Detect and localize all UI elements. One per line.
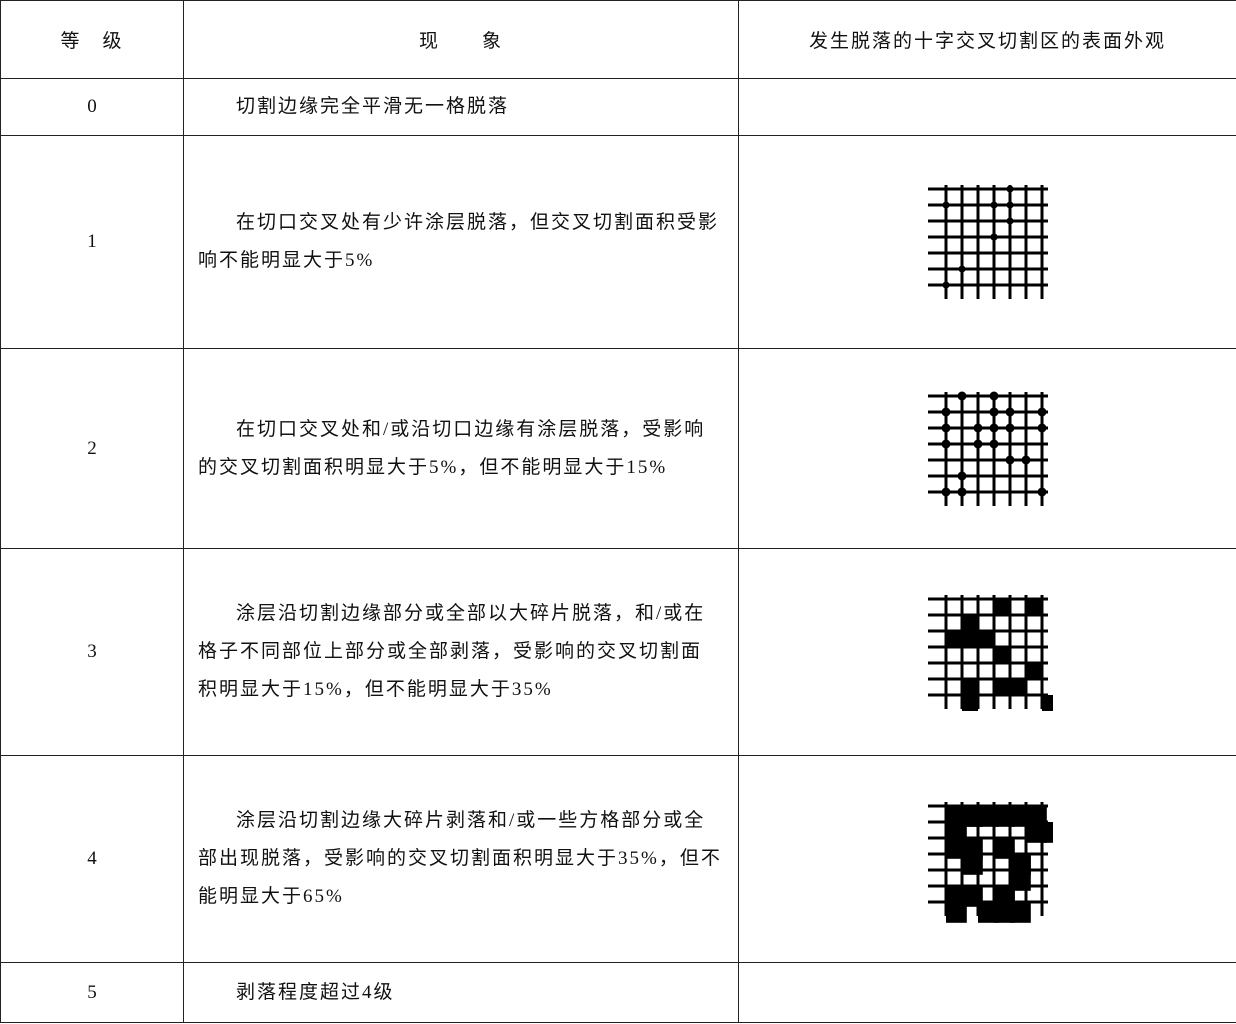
flake bbox=[1025, 822, 1047, 843]
flake bbox=[977, 806, 999, 827]
level-cell: 3 bbox=[0, 548, 184, 756]
flake bbox=[942, 281, 950, 289]
header-row: 等 级 现 象 发生脱落的十字交叉切割区的表面外观 bbox=[0, 0, 1236, 79]
description-cell: 涂层沿切割边缘部分或全部以大碎片脱落，和/或在格子不同部位上部分或全部剥落，受影… bbox=[183, 548, 739, 756]
flake bbox=[1041, 822, 1053, 843]
appearance-cell bbox=[738, 78, 1236, 136]
flake bbox=[993, 647, 1010, 663]
table-row: 4 涂层沿切割边缘大碎片剥落和/或一些方格部分或全部出现脱落，受影响的交叉切割面积… bbox=[0, 755, 1236, 963]
flake bbox=[1025, 806, 1047, 827]
table-row: 0 切割边缘完全平滑无一格脱落 bbox=[0, 78, 1236, 136]
header-cell: 等 级 bbox=[0, 0, 184, 79]
flake bbox=[941, 423, 951, 432]
table-row: 1 在切口交叉处有少许涂层脱落，但交叉切割面积受影响不能明显大于5% bbox=[0, 135, 1236, 349]
flake bbox=[1009, 679, 1026, 695]
flake bbox=[973, 439, 983, 448]
flake bbox=[941, 487, 951, 496]
flake bbox=[961, 806, 983, 827]
level-cell: 0 bbox=[0, 78, 184, 136]
header-cell: 现 象 bbox=[183, 0, 739, 79]
appearance-cell bbox=[738, 348, 1236, 549]
flake bbox=[1005, 455, 1015, 464]
flake bbox=[961, 615, 978, 631]
level-cell: 4 bbox=[0, 755, 184, 963]
cross-cut-image bbox=[927, 185, 1048, 299]
flake bbox=[973, 423, 983, 432]
flake bbox=[1009, 854, 1031, 875]
flake bbox=[990, 201, 998, 209]
flake bbox=[945, 838, 967, 859]
flake bbox=[1025, 599, 1042, 615]
flake bbox=[961, 631, 978, 647]
flake bbox=[1005, 407, 1015, 416]
flake bbox=[1037, 407, 1047, 416]
flake bbox=[1009, 806, 1031, 827]
flake bbox=[941, 439, 951, 448]
flake bbox=[993, 886, 1015, 907]
flake bbox=[961, 695, 978, 711]
flake bbox=[993, 806, 1015, 827]
flake bbox=[1005, 423, 1015, 432]
flake bbox=[957, 471, 967, 480]
flake bbox=[993, 599, 1010, 615]
flake bbox=[1006, 217, 1014, 225]
flake bbox=[989, 391, 999, 400]
flake bbox=[989, 407, 999, 416]
flake bbox=[1025, 663, 1042, 679]
flake bbox=[977, 631, 994, 647]
flake bbox=[941, 407, 951, 416]
appearance-cell bbox=[738, 755, 1236, 963]
cross-cut-image bbox=[927, 391, 1048, 506]
flake bbox=[1006, 185, 1014, 193]
level-cell: 5 bbox=[0, 962, 184, 1023]
flake bbox=[957, 487, 967, 496]
flake bbox=[990, 233, 998, 241]
flake bbox=[945, 822, 967, 843]
flake bbox=[1009, 870, 1031, 891]
flake bbox=[993, 838, 1015, 859]
flake bbox=[1037, 487, 1047, 496]
flake bbox=[945, 886, 967, 907]
table-row: 3 涂层沿切割边缘部分或全部以大碎片脱落，和/或在格子不同部位上部分或全部剥落，受… bbox=[0, 548, 1236, 756]
header-cell: 发生脱落的十字交叉切割区的表面外观 bbox=[738, 0, 1236, 79]
flake bbox=[989, 439, 999, 448]
cross-cut-image bbox=[927, 595, 1053, 711]
flake bbox=[961, 838, 983, 859]
flake bbox=[961, 886, 983, 907]
flake bbox=[945, 902, 967, 923]
appearance-cell bbox=[738, 548, 1236, 756]
flake bbox=[945, 631, 962, 647]
flake bbox=[993, 902, 1015, 923]
flake bbox=[993, 679, 1010, 695]
flake bbox=[1021, 455, 1031, 464]
flake bbox=[1037, 423, 1047, 432]
flake bbox=[957, 391, 967, 400]
flake bbox=[961, 854, 983, 875]
flake bbox=[989, 423, 999, 432]
flake bbox=[961, 679, 978, 695]
flake bbox=[958, 265, 966, 273]
appearance-cell bbox=[738, 135, 1236, 349]
description-cell: 剥落程度超过4级 bbox=[183, 962, 739, 1023]
appearance-cell bbox=[738, 962, 1236, 1023]
flake bbox=[977, 902, 999, 923]
description-cell: 在切口交叉处有少许涂层脱落，但交叉切割面积受影响不能明显大于5% bbox=[183, 135, 739, 349]
level-cell: 2 bbox=[0, 348, 184, 549]
flake bbox=[942, 201, 950, 209]
description-cell: 在切口交叉处和/或沿切口边缘有涂层脱落，受影响的交叉切割面积明显大于5%，但不能… bbox=[183, 348, 739, 549]
table-row: 5 剥落程度超过4级 bbox=[0, 962, 1236, 1023]
flake bbox=[1006, 201, 1014, 209]
description-cell: 切割边缘完全平滑无一格脱落 bbox=[183, 78, 739, 136]
description-cell: 涂层沿切割边缘大碎片剥落和/或一些方格部分或全部出现脱落，受影响的交叉切割面积明… bbox=[183, 755, 739, 963]
cross-cut-image bbox=[927, 802, 1053, 923]
flake bbox=[945, 806, 967, 827]
level-cell: 1 bbox=[0, 135, 184, 349]
table-row: 2 在切口交叉处和/或沿切口边缘有涂层脱落，受影响的交叉切割面积明显大于5%，但不… bbox=[0, 348, 1236, 549]
flake bbox=[1009, 902, 1031, 923]
flake bbox=[1041, 695, 1053, 711]
